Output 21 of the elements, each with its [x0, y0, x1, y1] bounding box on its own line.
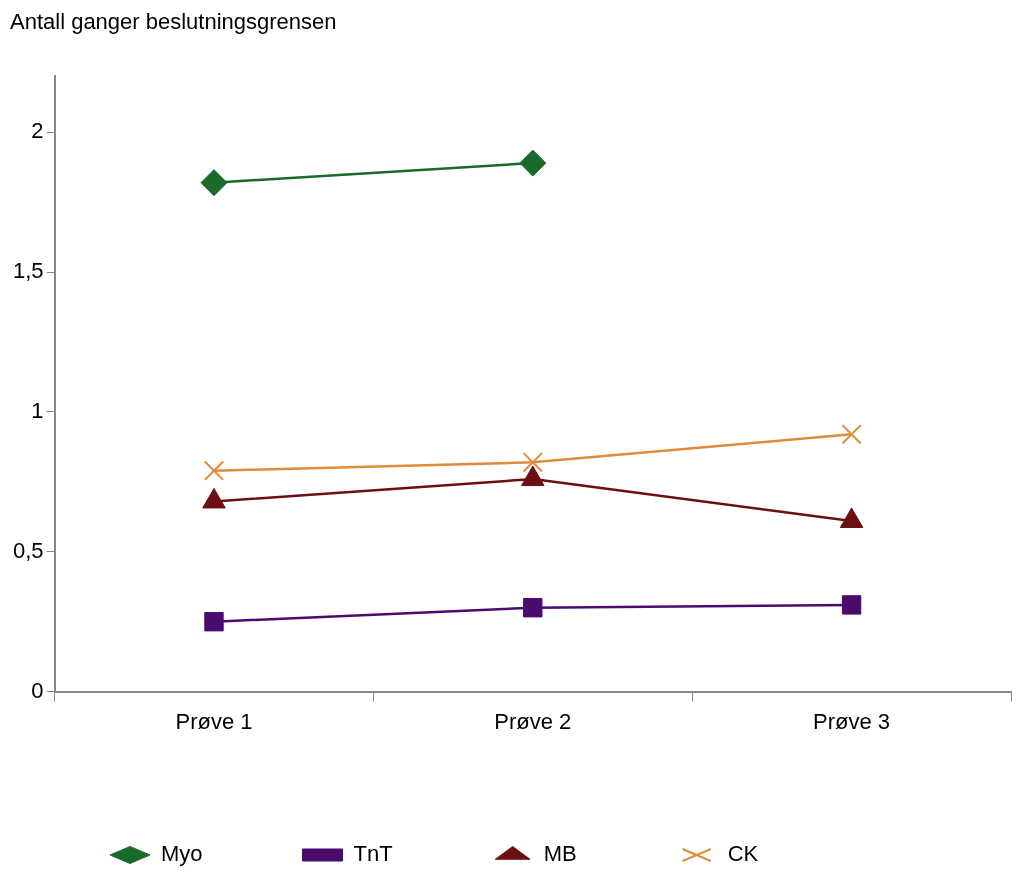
y-tick-label: 0 [31, 677, 44, 703]
y-tick-label: 2 [31, 118, 44, 144]
x-tick-label: Prøve 3 [813, 708, 891, 734]
y-tick-label: 1,5 [12, 258, 44, 284]
point [841, 424, 862, 445]
x-tick-label: Prøve 2 [494, 708, 572, 734]
y-axis-title: Antall ganger beslutningsgrensen [10, 9, 337, 35]
point [200, 169, 228, 197]
legend-label: Myo [161, 841, 203, 867]
point [204, 612, 224, 632]
y-tick-label: 1 [31, 398, 44, 424]
point [519, 149, 547, 177]
point [523, 598, 543, 618]
point [841, 595, 862, 615]
point [522, 452, 543, 473]
point [203, 460, 225, 481]
x-tick-label: Prøve 1 [175, 708, 253, 734]
legend-label: TnT [353, 841, 393, 867]
legend-label: MB [543, 841, 577, 867]
legend-label: CK [727, 841, 759, 867]
y-tick-label: 0,5 [12, 537, 44, 563]
